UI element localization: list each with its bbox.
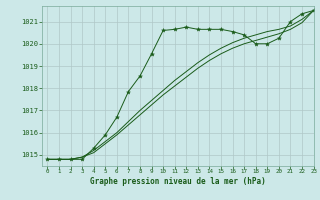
X-axis label: Graphe pression niveau de la mer (hPa): Graphe pression niveau de la mer (hPa)	[90, 177, 266, 186]
